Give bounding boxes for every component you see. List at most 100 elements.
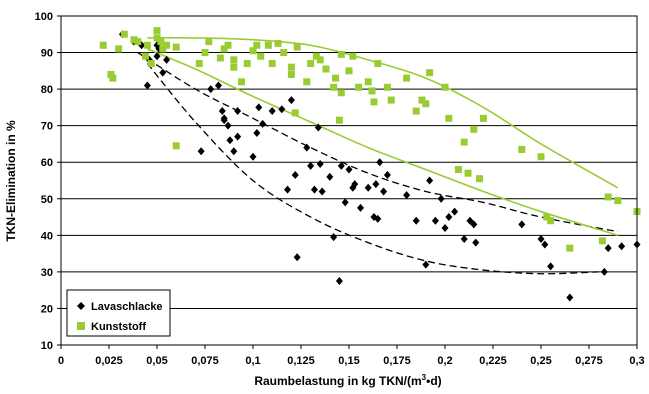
point-lavaschlacke	[234, 132, 242, 141]
point-kunststoff	[237, 78, 245, 86]
point-kunststoff	[224, 41, 232, 49]
point-lavaschlacke	[268, 107, 276, 116]
point-lavaschlacke	[218, 107, 226, 116]
point-lavaschlacke	[259, 119, 267, 128]
point-kunststoff	[614, 197, 622, 205]
point-lavaschlacke	[345, 165, 353, 174]
point-lavaschlacke	[374, 214, 382, 223]
point-lavaschlacke	[253, 128, 261, 137]
point-lavaschlacke	[403, 191, 411, 200]
point-lavaschlacke	[566, 293, 574, 302]
point-kunststoff	[547, 217, 555, 225]
point-kunststoff	[412, 107, 420, 115]
x-tick-label: 0,15	[338, 355, 359, 367]
point-lavaschlacke	[537, 234, 545, 243]
point-lavaschlacke	[314, 123, 322, 132]
x-tick-label: 0,3	[629, 355, 644, 367]
point-lavaschlacke	[618, 242, 626, 251]
point-kunststoff	[220, 45, 228, 53]
y-tick-label: 30	[41, 267, 53, 279]
point-kunststoff	[374, 60, 382, 68]
point-kunststoff	[205, 38, 213, 46]
point-lavaschlacke	[207, 85, 215, 94]
point-lavaschlacke	[307, 161, 315, 170]
point-lavaschlacke	[541, 240, 549, 249]
point-lavaschlacke	[278, 105, 286, 114]
point-kunststoff	[330, 83, 338, 91]
point-kunststoff	[454, 166, 462, 174]
point-lavaschlacke	[412, 216, 420, 225]
point-kunststoff	[604, 193, 612, 201]
point-lavaschlacke	[220, 116, 228, 125]
y-tick-label: 10	[41, 340, 53, 352]
point-kunststoff	[422, 100, 430, 108]
x-tick-label: 0,225	[479, 355, 507, 367]
point-lavaschlacke	[547, 262, 555, 271]
y-tick-label: 70	[41, 121, 53, 133]
x-tick-label: 0,2	[437, 355, 452, 367]
point-kunststoff	[441, 83, 449, 91]
point-kunststoff	[153, 34, 161, 42]
y-tick-label: 80	[41, 84, 53, 96]
legend-item-kunststoff: Kunststoff	[77, 321, 146, 333]
point-lavaschlacke	[337, 161, 345, 170]
point-lavaschlacke	[437, 194, 445, 203]
point-kunststoff	[460, 138, 468, 146]
point-kunststoff	[257, 52, 265, 60]
point-lavaschlacke	[303, 143, 311, 152]
point-kunststoff	[147, 60, 155, 68]
y-tick-label: 20	[41, 303, 53, 315]
point-kunststoff	[159, 45, 167, 53]
point-kunststoff	[115, 45, 123, 53]
point-lavaschlacke	[445, 213, 453, 222]
point-lavaschlacke	[376, 158, 384, 167]
x-axis-ticks: 0 0,025 0,05 0,075 0,1 0,125 0,15 0,175 0,2 0,225…	[58, 345, 645, 367]
point-kunststoff	[143, 41, 151, 49]
point-kunststoff	[345, 67, 353, 75]
point-kunststoff	[274, 39, 282, 47]
point-lavaschlacke	[364, 183, 372, 192]
point-lavaschlacke	[472, 238, 480, 247]
y-axis-label: TKN-Elimination in %	[4, 120, 18, 242]
point-kunststoff	[383, 83, 391, 91]
point-lavaschlacke	[451, 207, 459, 216]
point-lavaschlacke	[224, 121, 232, 130]
legend-marker-diamond	[77, 302, 85, 310]
y-axis-ticks: 10 20 30 40 50 60 70 80 90 100	[35, 11, 61, 352]
x-tick-label: 0,25	[530, 355, 551, 367]
point-kunststoff	[172, 43, 180, 51]
point-kunststoff	[349, 52, 357, 60]
point-kunststoff	[280, 49, 288, 57]
point-lavaschlacke	[293, 253, 301, 262]
point-kunststoff	[316, 56, 324, 64]
point-lavaschlacke	[330, 233, 338, 242]
point-lavaschlacke	[249, 152, 257, 161]
x-tick-label: 0,075	[191, 355, 219, 367]
point-kunststoff	[120, 30, 128, 38]
point-kunststoff	[337, 50, 345, 58]
point-kunststoff	[268, 60, 276, 68]
point-kunststoff	[476, 175, 484, 183]
point-lavaschlacke	[600, 267, 608, 276]
point-lavaschlacke	[426, 176, 434, 185]
trendline-lavaschlacke	[137, 52, 618, 233]
x-tick-label: 0	[58, 355, 64, 367]
point-kunststoff	[291, 109, 299, 117]
point-lavaschlacke	[316, 160, 324, 169]
point-kunststoff	[445, 114, 453, 122]
point-kunststoff	[403, 74, 411, 82]
legend-label-kunststoff: Kunststoff	[91, 321, 146, 333]
point-kunststoff	[370, 98, 378, 106]
point-kunststoff	[172, 142, 180, 150]
point-kunststoff	[537, 153, 545, 161]
point-lavaschlacke	[383, 171, 391, 180]
point-lavaschlacke	[372, 180, 380, 189]
point-kunststoff	[293, 43, 301, 51]
point-lavaschlacke	[310, 185, 318, 194]
point-lavaschlacke	[422, 260, 430, 269]
point-kunststoff	[141, 52, 149, 60]
point-lavaschlacke	[234, 107, 242, 116]
point-lavaschlacke	[460, 234, 468, 243]
point-lavaschlacke	[318, 187, 326, 196]
